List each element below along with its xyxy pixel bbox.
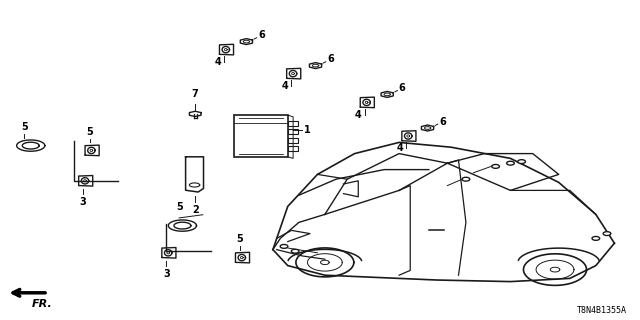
Circle shape	[280, 244, 288, 248]
Text: 4: 4	[214, 57, 221, 67]
Text: 6: 6	[258, 30, 265, 40]
Text: 4: 4	[397, 143, 403, 153]
Text: T8N4B1355A: T8N4B1355A	[577, 306, 627, 315]
Circle shape	[592, 236, 600, 240]
Text: 6: 6	[327, 54, 334, 64]
Circle shape	[518, 160, 525, 164]
Text: 5: 5	[86, 127, 93, 137]
Text: 4: 4	[282, 81, 288, 91]
Text: 6: 6	[399, 83, 406, 93]
Circle shape	[462, 177, 470, 181]
Circle shape	[492, 164, 499, 168]
Text: 3: 3	[80, 197, 86, 207]
Text: 5: 5	[176, 202, 182, 212]
Text: 7: 7	[192, 89, 198, 99]
Text: 6: 6	[439, 117, 446, 127]
Circle shape	[603, 232, 611, 236]
Circle shape	[507, 161, 515, 165]
Text: 5: 5	[21, 122, 28, 132]
Text: 4: 4	[355, 110, 362, 120]
Text: 1: 1	[304, 125, 311, 135]
Circle shape	[291, 249, 299, 253]
Text: 3: 3	[163, 269, 170, 279]
Text: FR.: FR.	[32, 299, 52, 308]
Text: 2: 2	[192, 205, 198, 215]
Text: 5: 5	[237, 234, 243, 244]
